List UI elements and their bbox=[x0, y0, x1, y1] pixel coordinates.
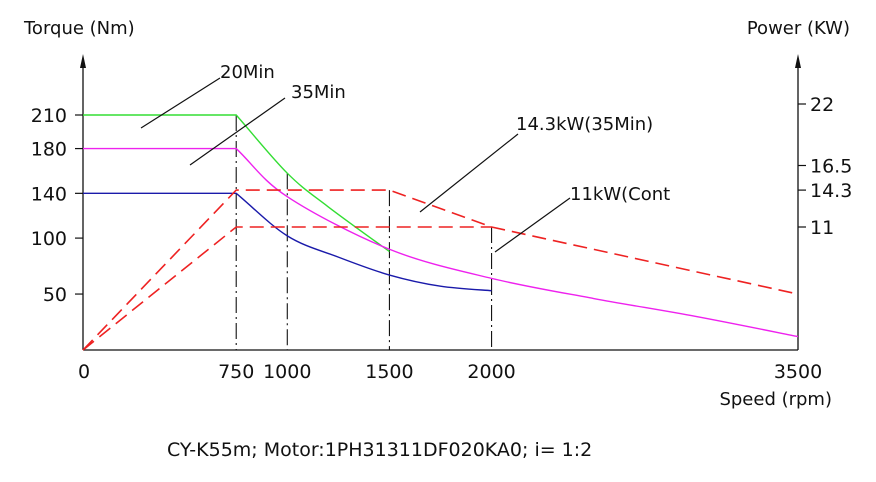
x-tick-label: 3500 bbox=[774, 361, 822, 383]
right-axis-label: Power (KW) bbox=[747, 18, 850, 39]
y-right-tick-label: 11 bbox=[810, 217, 834, 239]
y-right-tick-label: 16.5 bbox=[810, 156, 852, 178]
annotation-14kw: 14.3kW(35Min) bbox=[516, 114, 653, 135]
y-left-tick-label: 210 bbox=[31, 105, 67, 127]
y-left-tick-label: 100 bbox=[31, 228, 67, 250]
series-line-20min bbox=[83, 114, 390, 253]
annotation-11kw: 11kW(Cont bbox=[570, 184, 670, 205]
series-lines bbox=[82, 114, 799, 351]
x-axis-label: Speed (rpm) bbox=[719, 389, 832, 410]
y-left-tick-label: 180 bbox=[31, 139, 67, 161]
y-right-tick-label: 14.3 bbox=[810, 180, 852, 202]
y-left-tick-label: 140 bbox=[31, 183, 67, 205]
y-right-tick-label: 22 bbox=[810, 94, 834, 116]
annotation-leader-11kw bbox=[494, 197, 571, 253]
chart-caption: CY-K55m; Motor:1PH31311DF020KA0; i= 1:2 bbox=[167, 439, 592, 461]
x-tick-label: 750 bbox=[218, 361, 254, 383]
annotation-leader-14kw bbox=[419, 133, 519, 213]
x-tick-label: 1000 bbox=[263, 361, 311, 383]
series-line-35min bbox=[83, 147, 799, 338]
left-axis-label: Torque (Nm) bbox=[23, 18, 135, 39]
annotation-leader-35min bbox=[189, 97, 286, 166]
x-tick-label: 1500 bbox=[365, 361, 413, 383]
annotation-35min: 35Min bbox=[291, 82, 346, 103]
reference-lines bbox=[235, 115, 493, 350]
axes bbox=[75, 54, 806, 351]
y-left-tick-label: 50 bbox=[43, 284, 67, 306]
series-line-14-3kw-35min- bbox=[82, 189, 799, 351]
annotation-20min: 20Min bbox=[220, 62, 275, 83]
right-axis-arrow bbox=[795, 54, 801, 68]
x-tick-label: 0 bbox=[78, 361, 90, 383]
x-tick-label: 2000 bbox=[467, 361, 515, 383]
annotation-leader-20min bbox=[140, 77, 221, 129]
tick-labels: 50 100 140 180 210 11 14.316.5 22 0 750 1000 1500 20… bbox=[31, 94, 853, 383]
left-axis-arrow bbox=[80, 54, 86, 68]
series-line-11kw-cont bbox=[82, 226, 492, 351]
